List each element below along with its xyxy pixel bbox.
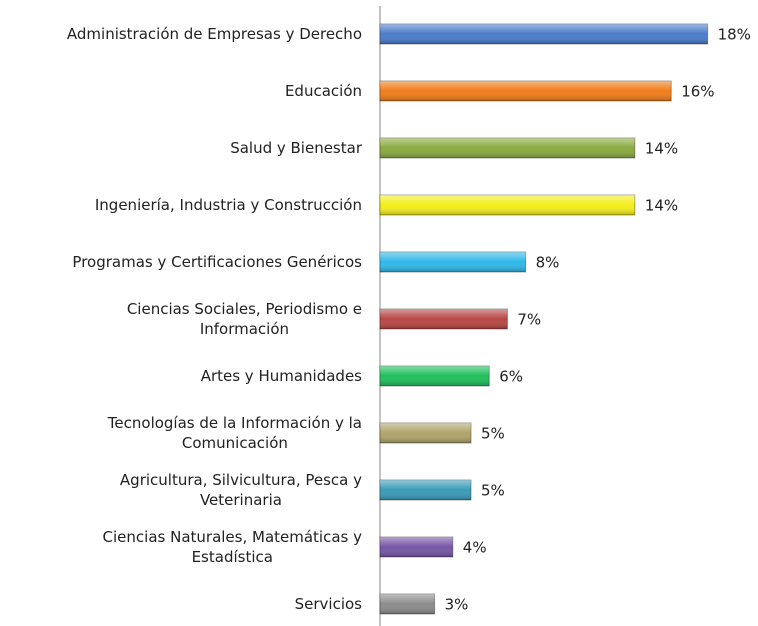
bar-shine <box>380 138 635 158</box>
value-label: 5% <box>481 425 505 443</box>
value-label: 7% <box>517 311 541 329</box>
bar-shine <box>380 537 453 557</box>
value-label: 5% <box>481 482 505 500</box>
category-label: Ciencias Sociales, Periodismo e Informac… <box>126 300 362 338</box>
value-label: 3% <box>445 596 469 614</box>
bar-shine <box>380 423 471 443</box>
bar-shine <box>380 252 526 272</box>
category-label: Tecnologías de la Información y la Comun… <box>107 414 362 452</box>
value-label: 18% <box>718 26 751 44</box>
bar-shine <box>380 195 635 215</box>
value-label: 14% <box>645 197 678 215</box>
category-label: Agricultura, Silvicultura, Pesca y Veter… <box>119 471 362 509</box>
category-label: Ingeniería, Industria y Construcción <box>94 196 362 214</box>
category-label: Servicios <box>294 595 362 613</box>
value-label: 6% <box>499 368 523 386</box>
bar-shine <box>380 480 471 500</box>
bar-shine <box>380 594 435 614</box>
category-label: Ciencias Naturales, Matemáticas y Estadí… <box>102 528 362 566</box>
value-label: 16% <box>681 83 714 101</box>
category-label: Artes y Humanidades <box>200 367 362 385</box>
value-label: 8% <box>536 254 560 272</box>
value-label: 4% <box>463 539 487 557</box>
bar-shine <box>380 309 508 329</box>
bar-shine <box>380 366 490 386</box>
value-label: 14% <box>645 140 678 158</box>
bar-shine <box>380 81 672 101</box>
category-label: Programas y Certificaciones Genéricos <box>72 253 362 271</box>
category-label: Salud y Bienestar <box>230 139 362 157</box>
category-label: Educación <box>284 82 362 100</box>
category-label: Administración de Empresas y Derecho <box>66 25 362 43</box>
bar-shine <box>380 24 708 44</box>
